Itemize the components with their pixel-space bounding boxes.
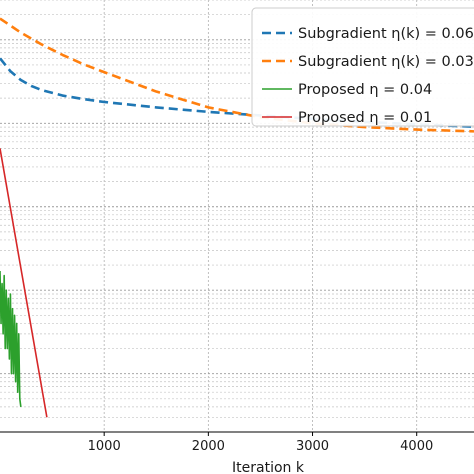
x-tick-label: 2000: [192, 439, 225, 454]
series-line-3: [0, 270, 22, 407]
legend-label-4: Proposed η = 0.01: [298, 110, 432, 126]
series-line-4: [0, 148, 48, 418]
legend-box: [251, 7, 474, 127]
series-group: [0, 17, 474, 418]
x-tick-label: 4000: [400, 439, 433, 454]
legend: Subgradient η(k) = 0.06, Subgradient η(k)…: [251, 7, 474, 127]
legend-label-3: Proposed η = 0.04: [298, 82, 432, 98]
x-tick-label: 3000: [296, 439, 329, 454]
x-axis-ticks: 1000 2000 3000 4000: [88, 432, 433, 454]
x-axis-label: Iteration k: [232, 460, 305, 474]
x-tick-label: 1000: [88, 439, 121, 454]
legend-label-1: Subgradient η(k) = 0.06,: [298, 26, 474, 42]
legend-label-2: Subgradient η(k) = 0.03,: [298, 54, 474, 70]
series-line-2: [0, 17, 474, 133]
series-line-1: [0, 57, 474, 128]
